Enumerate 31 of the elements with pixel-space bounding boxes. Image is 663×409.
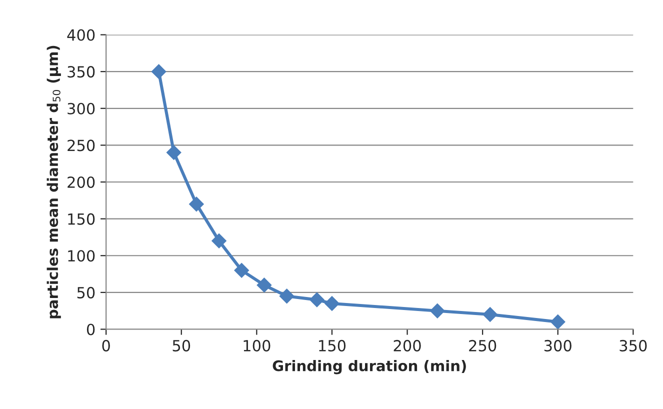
point <box>310 292 324 308</box>
x-tick-label: 300 <box>544 340 572 352</box>
point <box>324 296 340 311</box>
y-tick-label: 50 <box>77 286 95 298</box>
y-tick-label: 400 <box>67 29 95 41</box>
y-tick-label: 250 <box>68 140 95 152</box>
x-tick-label: 50 <box>172 340 190 352</box>
y-tick-label: 300 <box>68 102 95 114</box>
point <box>430 303 445 318</box>
y-tick-label: 0 <box>86 324 95 336</box>
point <box>212 234 226 248</box>
y-tick-label: 100 <box>68 250 95 262</box>
y-axis-title: particles mean diameter d$_{50}$ (µm) <box>46 46 61 318</box>
point <box>234 262 250 278</box>
point <box>256 278 272 292</box>
x-axis-title: Grinding duration (min) <box>272 360 466 374</box>
point <box>151 64 166 79</box>
point <box>482 307 498 322</box>
x-tick-label: 250 <box>469 340 496 352</box>
y-tick-label: 150 <box>68 213 95 225</box>
x-tick-label: 200 <box>394 340 421 352</box>
x-tick-label: 100 <box>244 340 270 352</box>
point <box>279 288 294 304</box>
x-tick-label: 0 <box>102 340 110 352</box>
x-tick-label: 350 <box>620 340 647 352</box>
x-tick-label: 150 <box>319 340 346 352</box>
y-tick-label: 200 <box>68 176 95 188</box>
point <box>189 196 204 212</box>
point <box>550 314 566 330</box>
y-tick-label: 350 <box>68 66 95 78</box>
point <box>166 145 182 160</box>
